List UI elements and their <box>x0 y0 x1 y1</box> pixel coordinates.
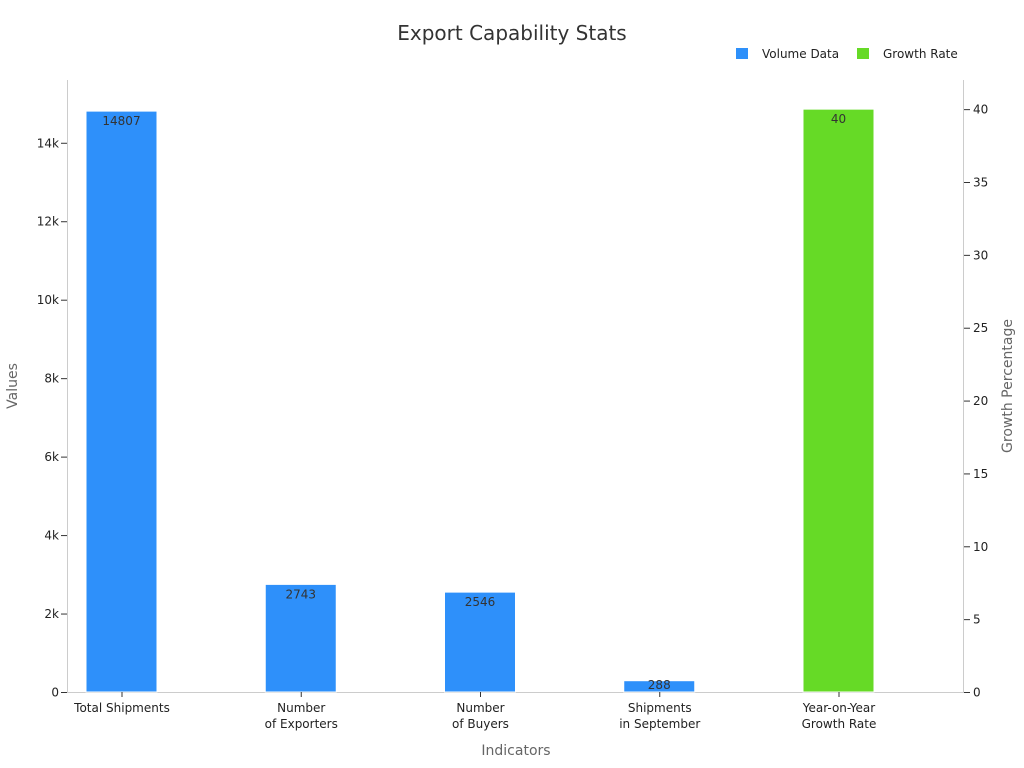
y-tick-label-right: 5 <box>973 613 981 627</box>
y-axis-left-title: Values <box>5 363 21 409</box>
chart-title: Export Capability Stats <box>397 21 626 45</box>
y-tick-label-left: 12k <box>37 215 59 229</box>
y-tick-label-right: 35 <box>973 176 988 190</box>
bar-data-label: 40 <box>831 112 846 126</box>
y-axis-right-title: Growth Percentage <box>1000 319 1016 453</box>
bar-data-label: 14807 <box>102 114 140 128</box>
y-tick-label-left: 0 <box>51 686 59 700</box>
y-tick-label-right: 15 <box>973 467 988 481</box>
y-tick-label-left: 4k <box>44 529 59 543</box>
x-category-label: Number <box>456 701 504 715</box>
y-tick-label-right: 0 <box>973 686 981 700</box>
data-labels: 14807 2743 2546 288 40 <box>102 112 846 692</box>
x-category-label: Growth Rate <box>802 717 877 731</box>
y-tick-label-left: 14k <box>37 136 59 150</box>
bar-volume-data <box>85 110 158 693</box>
bar-growth-rate <box>802 108 875 693</box>
bar-data-label: 288 <box>648 678 671 692</box>
y-axis-left-ticks: 0 2k 4k 6k 8k 10k 12k 14k <box>37 136 67 700</box>
legend-swatch <box>736 48 748 59</box>
bar-volume-data <box>264 583 337 693</box>
y-tick-label-left: 8k <box>44 372 59 386</box>
bar-volume-data <box>444 591 516 693</box>
x-category-label: Total Shipments <box>73 701 170 715</box>
legend-label: Growth Rate <box>883 47 958 61</box>
y-axis-right-ticks: 0 5 10 15 20 25 30 35 40 <box>964 103 988 700</box>
y-tick-label-right: 25 <box>973 321 988 335</box>
x-category-label: Number <box>277 701 325 715</box>
x-category-label: of Exporters <box>265 717 338 731</box>
legend-label: Volume Data <box>762 47 839 61</box>
legend: Volume Data Growth Rate <box>736 47 958 61</box>
bar-data-label: 2743 <box>285 587 316 601</box>
x-category-label: Shipments <box>628 701 692 715</box>
bar-data-label: 2546 <box>465 595 496 609</box>
y-tick-label-right: 10 <box>973 540 988 554</box>
x-category-label: of Buyers <box>452 717 509 731</box>
y-tick-label-left: 6k <box>44 450 59 464</box>
y-tick-label-left: 10k <box>37 293 59 307</box>
y-tick-label-right: 30 <box>973 248 988 262</box>
y-tick-label-left: 2k <box>44 607 59 621</box>
y-tick-label-right: 20 <box>973 394 988 408</box>
x-axis-category-labels: Total Shipments Number of Exporters Number o… <box>73 692 876 731</box>
legend-swatch <box>857 48 869 59</box>
y-tick-label-right: 40 <box>973 103 988 117</box>
x-axis-title: Indicators <box>481 743 550 759</box>
x-category-label: Year-on-Year <box>802 701 876 715</box>
x-category-label: in September <box>619 717 700 731</box>
